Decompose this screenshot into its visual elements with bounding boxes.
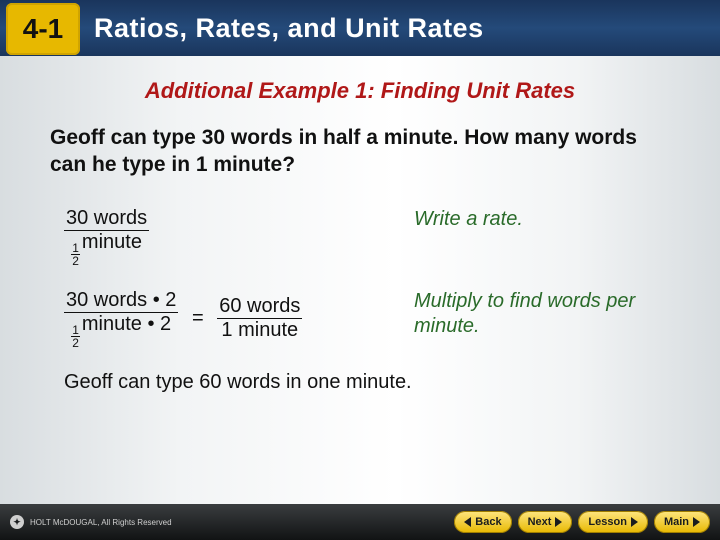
half-den: 2 <box>71 255 80 267</box>
step-1: 30 words 1 2 minute Write a rate. <box>64 207 680 267</box>
rate-denominator: 1 2 minute <box>69 231 144 267</box>
right-fraction: 60 words 1 minute <box>217 295 302 342</box>
step-1-expression: 30 words 1 2 minute <box>64 207 414 267</box>
section-number: 4-1 <box>23 13 63 45</box>
rate-numerator: 30 words <box>64 207 149 231</box>
lesson-button[interactable]: Lesson <box>578 511 648 533</box>
slide: 4-1 Ratios, Rates, and Unit Rates Additi… <box>0 0 720 540</box>
content-area: Additional Example 1: Finding Unit Rates… <box>0 70 720 394</box>
rights-text: , All Rights Reserved <box>97 518 171 527</box>
chevron-left-icon <box>464 517 471 527</box>
header-bar: 4-1 Ratios, Rates, and Unit Rates <box>0 0 720 56</box>
lesson-label: Lesson <box>588 516 627 528</box>
answer-statement: Geoff can type 60 words in one minute. <box>64 371 680 394</box>
footer-nav: Back Next Lesson Main <box>454 511 710 533</box>
left-den-rest: minute • 2 <box>82 313 171 335</box>
half-num: 1 <box>71 242 80 255</box>
page-title: Ratios, Rates, and Unit Rates <box>94 13 484 44</box>
half-den-2: 2 <box>71 337 80 349</box>
chevron-right-icon <box>555 517 562 527</box>
back-label: Back <box>475 516 501 528</box>
publisher-logo-icon: ✦ <box>10 515 24 529</box>
step-2: 30 words • 2 1 2 minute • 2 = 60 words 1… <box>64 289 680 349</box>
publisher-name: HOLT McDOUGAL <box>30 518 97 527</box>
step-1-hint: Write a rate. <box>414 207 680 232</box>
right-num: 60 words <box>217 295 302 319</box>
section-badge: 4-1 <box>6 3 80 55</box>
chevron-right-icon <box>631 517 638 527</box>
left-num: 30 words • 2 <box>64 289 178 313</box>
copyright: ✦ HOLT McDOUGAL, All Rights Reserved <box>10 515 172 529</box>
main-button[interactable]: Main <box>654 511 710 533</box>
equals-sign: = <box>192 307 204 329</box>
half-num-2: 1 <box>71 324 80 337</box>
next-label: Next <box>528 516 552 528</box>
right-den: 1 minute <box>219 319 300 342</box>
left-den: 1 2 minute • 2 <box>69 313 173 349</box>
work-area: 30 words 1 2 minute Write a rate. 30 w <box>64 207 680 349</box>
step-2-hint: Multiply to find words per minute. <box>414 289 680 339</box>
next-button[interactable]: Next <box>518 511 573 533</box>
example-subtitle: Additional Example 1: Finding Unit Rates <box>40 78 680 104</box>
step-2-expression: 30 words • 2 1 2 minute • 2 = 60 words 1… <box>64 289 414 349</box>
left-fraction: 30 words • 2 1 2 minute • 2 <box>64 289 178 349</box>
back-button[interactable]: Back <box>454 511 511 533</box>
problem-statement: Geoff can type 30 words in half a minute… <box>50 124 670 179</box>
one-half-fraction: 1 2 <box>71 242 80 267</box>
chevron-right-icon <box>693 517 700 527</box>
one-half-fraction-2: 1 2 <box>71 324 80 349</box>
minute-label: minute <box>82 231 142 253</box>
footer-bar: ✦ HOLT McDOUGAL, All Rights Reserved Bac… <box>0 504 720 540</box>
main-label: Main <box>664 516 689 528</box>
rate-fraction: 30 words 1 2 minute <box>64 207 149 267</box>
